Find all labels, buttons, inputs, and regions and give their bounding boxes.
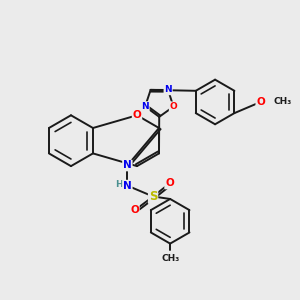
Text: O: O [256,97,265,107]
Text: N: N [164,85,172,94]
Text: O: O [130,206,139,215]
Text: O: O [133,110,141,120]
Text: O: O [169,102,177,111]
Text: N: N [123,181,132,190]
Text: N: N [123,160,132,170]
Text: CH₃: CH₃ [273,98,291,106]
Text: S: S [149,190,157,203]
Text: O: O [165,178,174,188]
Text: H: H [115,180,122,189]
Text: CH₃: CH₃ [161,254,179,263]
Text: N: N [141,102,149,111]
